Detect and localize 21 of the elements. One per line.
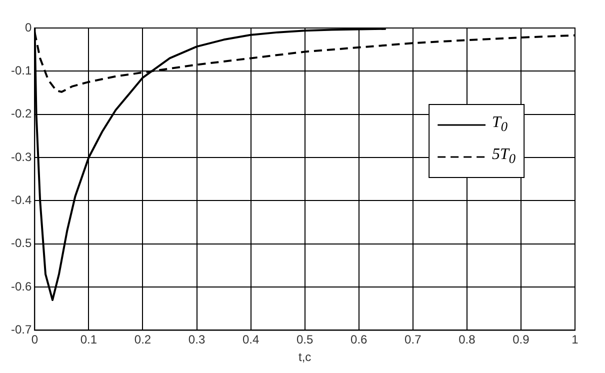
y-tick-label: -0.5 [10, 236, 32, 250]
x-tick-label: 0.9 [512, 332, 530, 347]
x-tick-label: 0.7 [404, 332, 422, 347]
y-tick-label: -0.4 [10, 193, 32, 207]
x-tick-label: 0.6 [350, 332, 368, 347]
y-tick-label: -0.1 [10, 63, 32, 78]
x-tick-label: 0.8 [458, 332, 476, 347]
x-axis-title: t,c [298, 350, 312, 364]
x-tick-label: 0.3 [188, 332, 206, 347]
x-tick-label: 0.5 [296, 332, 314, 347]
y-tick-label: -0.7 [10, 322, 32, 337]
legend-label: 5T$_{0}$ [492, 146, 516, 168]
legend-label: T$_{0}$ [492, 114, 508, 136]
x-tick-label: 0.2 [134, 332, 152, 347]
x-tick-label: 0.4 [242, 332, 260, 347]
y-tick-label: 0 [24, 20, 32, 34]
y-tick-label: -0.2 [10, 106, 32, 121]
x-tick-label: 1 [572, 332, 579, 347]
y-tick-label: -0.3 [10, 150, 32, 164]
y-tick-label: -0.6 [10, 279, 32, 294]
x-tick-label: 0.1 [80, 332, 98, 347]
